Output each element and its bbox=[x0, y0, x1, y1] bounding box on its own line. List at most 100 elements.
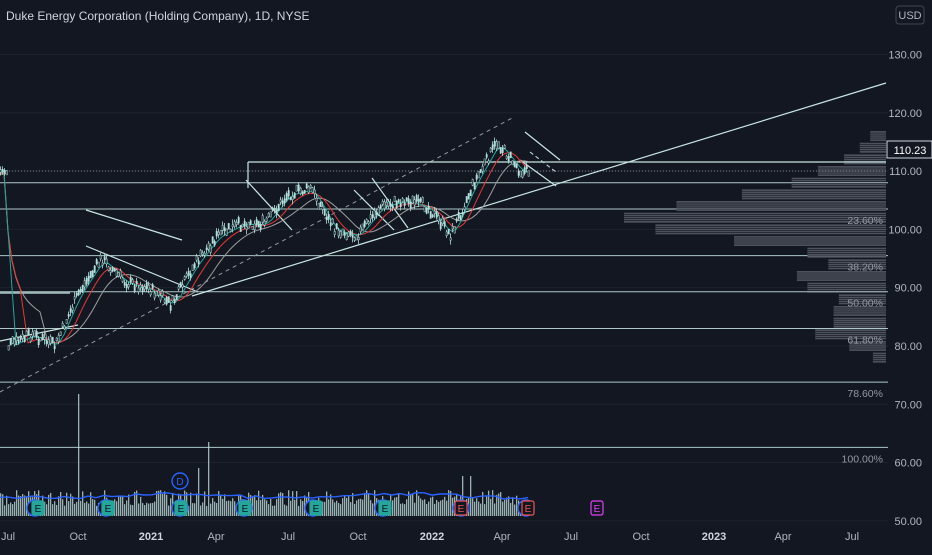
candle-body bbox=[499, 147, 502, 154]
candle-body bbox=[457, 212, 460, 219]
candle-body bbox=[415, 195, 418, 202]
earnings-marker[interactable] bbox=[378, 500, 392, 516]
volume-bar bbox=[340, 504, 342, 516]
earnings-marker[interactable] bbox=[238, 500, 252, 516]
candle-body bbox=[151, 284, 154, 289]
volume-bar bbox=[488, 490, 490, 516]
candle-body bbox=[437, 215, 440, 222]
candle-body bbox=[167, 296, 170, 303]
volume-bar bbox=[292, 491, 294, 516]
candle-body bbox=[335, 223, 338, 230]
volume-bar bbox=[82, 491, 84, 516]
price-candles[interactable] bbox=[0, 137, 530, 354]
earnings-marker[interactable] bbox=[174, 500, 188, 516]
earnings-marker-letter: E bbox=[35, 504, 42, 515]
event-markers[interactable]: D E E E E E E E E E bbox=[26, 472, 604, 517]
candle-body bbox=[407, 198, 410, 204]
volume-bar bbox=[8, 504, 10, 516]
volume-bar bbox=[328, 499, 330, 516]
earnings-marker[interactable] bbox=[31, 500, 45, 516]
volume-bar bbox=[132, 505, 134, 516]
candle-body bbox=[495, 141, 498, 149]
channel-line-2[interactable] bbox=[245, 179, 293, 231]
earnings-marker-upcoming[interactable] bbox=[590, 500, 604, 516]
time-axis-background bbox=[0, 522, 888, 550]
earnings-marker[interactable] bbox=[309, 500, 323, 516]
trendline-drawings[interactable] bbox=[0, 82, 887, 393]
candle-body bbox=[237, 217, 240, 224]
volume-bar bbox=[266, 500, 268, 516]
flag-projection[interactable] bbox=[529, 151, 557, 173]
volume-bar bbox=[270, 498, 272, 516]
volume-bar bbox=[368, 493, 370, 516]
currency-box[interactable] bbox=[895, 5, 925, 25]
candle-body bbox=[297, 184, 300, 192]
volume-bar bbox=[516, 495, 518, 516]
candle-body bbox=[11, 336, 14, 344]
price-tick-label: 110.00 bbox=[889, 166, 922, 178]
candle-body bbox=[7, 345, 10, 351]
candle-body bbox=[409, 202, 412, 209]
time-tick-label: 2023 bbox=[702, 531, 726, 543]
volume-profile-bar bbox=[870, 131, 886, 142]
volume-bar bbox=[228, 500, 230, 516]
candle-body bbox=[65, 319, 68, 324]
time-axis[interactable]: Jul Oct 2021 Apr Jul Oct 2022 Apr Jul Oct 2023 Apr J… bbox=[0, 522, 888, 550]
price-tick-label: 130.00 bbox=[888, 49, 922, 61]
volume-bar bbox=[88, 503, 90, 516]
candle-body bbox=[223, 227, 226, 232]
candle-body bbox=[45, 341, 48, 344]
candle-body bbox=[391, 205, 394, 208]
current-price-label: 110.23 bbox=[894, 145, 927, 157]
candle-body bbox=[519, 170, 522, 178]
candle-body bbox=[169, 305, 172, 311]
volume-bar bbox=[150, 503, 152, 516]
candle-body bbox=[367, 221, 370, 225]
volume-bar bbox=[120, 496, 122, 516]
dashed-trendline[interactable] bbox=[0, 116, 515, 393]
volume-bar bbox=[52, 504, 54, 516]
earnings-marker-letter: E bbox=[178, 504, 185, 515]
candle-body bbox=[93, 265, 96, 273]
candle-body bbox=[271, 207, 274, 211]
dividend-marker[interactable] bbox=[171, 472, 189, 490]
volume-bar bbox=[18, 495, 20, 516]
channel-top-1[interactable] bbox=[85, 209, 183, 241]
candle-body bbox=[383, 201, 386, 209]
volume-bar bbox=[80, 500, 82, 516]
volume-bar bbox=[336, 500, 338, 516]
volume-bar bbox=[230, 501, 232, 516]
flag-bottom[interactable] bbox=[519, 159, 557, 187]
volume-profile-bar bbox=[833, 317, 886, 328]
candle-body bbox=[295, 184, 298, 192]
volume-bar bbox=[512, 497, 514, 516]
volume-bar bbox=[256, 500, 258, 516]
volume-bar bbox=[130, 504, 132, 516]
candle-body bbox=[183, 276, 186, 280]
earnings-marker-miss[interactable] bbox=[521, 500, 535, 516]
earnings-marker-miss[interactable] bbox=[454, 500, 468, 516]
volume-bar bbox=[274, 505, 276, 516]
channel-line-3[interactable] bbox=[371, 177, 409, 229]
flag-top[interactable] bbox=[524, 131, 561, 161]
volume-bar bbox=[280, 492, 282, 516]
main-support-trendline[interactable] bbox=[191, 82, 887, 297]
candle-body bbox=[261, 215, 264, 223]
volume-bar bbox=[154, 501, 156, 516]
volume-bar bbox=[128, 494, 130, 516]
candle-body bbox=[147, 285, 150, 290]
candle-body bbox=[329, 222, 332, 227]
candle-body bbox=[333, 231, 336, 235]
candle-body bbox=[395, 200, 398, 209]
earnings-marker[interactable] bbox=[101, 500, 115, 516]
volume-bar bbox=[296, 491, 298, 516]
candle-body bbox=[515, 163, 518, 169]
volume-bar bbox=[478, 501, 480, 516]
volume-bar bbox=[22, 494, 24, 516]
candle-body bbox=[441, 217, 444, 224]
volume-profile-bar bbox=[838, 294, 886, 305]
volume-bar bbox=[20, 496, 22, 516]
price-axis[interactable]: USD 130.00 120.00 110.00 100.00 90.00 80.00 70… bbox=[886, 0, 932, 550]
